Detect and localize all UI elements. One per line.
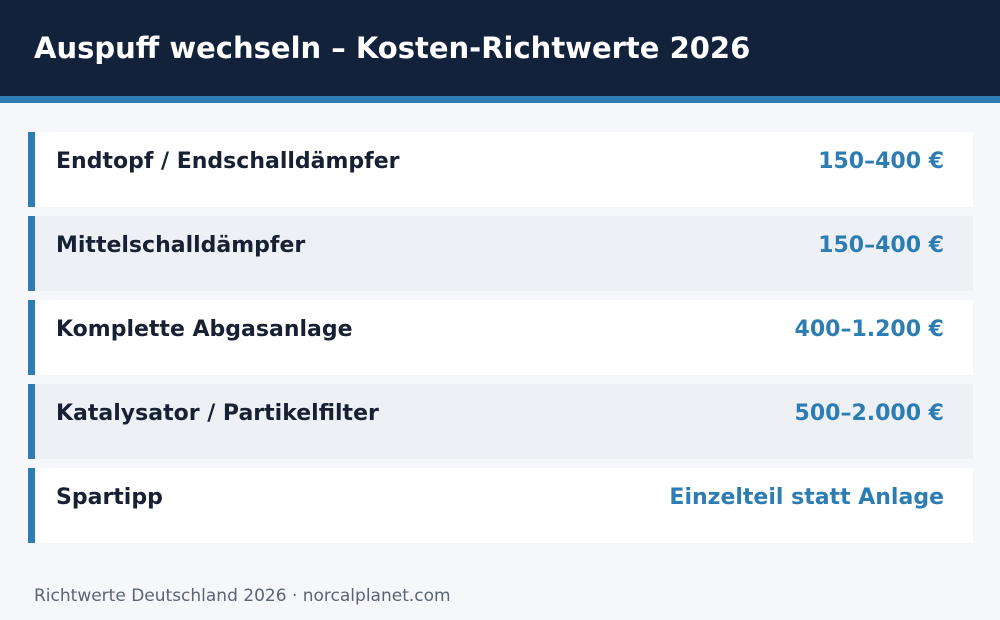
row-label: Mittelschalldämpfer xyxy=(56,233,306,258)
row-label: Endtopf / Endschalldämpfer xyxy=(56,149,400,174)
footer: Richtwerte Deutschland 2026 · norcalplan… xyxy=(34,586,451,606)
cost-row: Komplette Abgasanlage 400–1.200 € xyxy=(28,300,973,375)
row-label: Spartipp xyxy=(56,485,163,510)
row-label: Katalysator / Partikelfilter xyxy=(56,401,379,426)
header: Auspuff wechseln – Kosten-Richtwerte 202… xyxy=(0,0,1000,103)
row-value: Einzelteil statt Anlage xyxy=(669,485,944,510)
row-value: 400–1.200 € xyxy=(794,317,944,342)
cost-row: Katalysator / Partikelfilter 500–2.000 € xyxy=(28,384,973,459)
row-value: 150–400 € xyxy=(818,233,944,258)
row-value: 150–400 € xyxy=(818,149,944,174)
row-label: Komplette Abgasanlage xyxy=(56,317,353,342)
title: Auspuff wechseln – Kosten-Richtwerte 202… xyxy=(34,31,751,65)
cost-row: Endtopf / Endschalldämpfer 150–400 € xyxy=(28,132,973,207)
cost-row: Spartipp Einzelteil statt Anlage xyxy=(28,468,973,543)
cost-row: Mittelschalldämpfer 150–400 € xyxy=(28,216,973,291)
rows: Endtopf / Endschalldämpfer 150–400 € Mitte… xyxy=(28,132,973,552)
row-value: 500–2.000 € xyxy=(794,401,944,426)
